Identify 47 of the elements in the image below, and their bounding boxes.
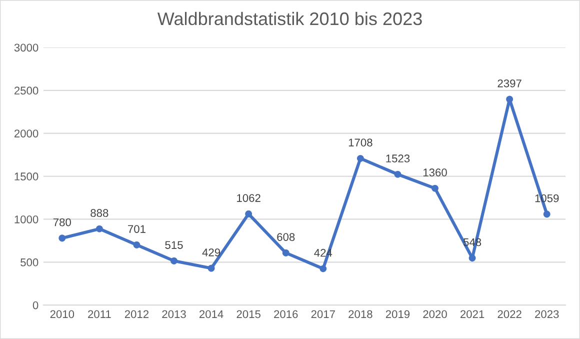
point xyxy=(394,170,402,178)
x-tick-label: 2015 xyxy=(236,310,260,318)
point xyxy=(432,184,438,192)
data-label: 2397 xyxy=(498,79,522,88)
data-label: 1523 xyxy=(386,154,410,162)
x-tick-label: 2013 xyxy=(162,310,186,318)
point xyxy=(506,96,514,103)
x-tick-label: 2019 xyxy=(386,310,410,318)
point xyxy=(170,257,178,264)
x-tick-label: 2023 xyxy=(535,310,559,318)
data-label: 515 xyxy=(165,241,183,249)
x-tick-label: 2011 xyxy=(88,310,111,318)
y-tick-label: 0 xyxy=(32,301,38,310)
data-label: 780 xyxy=(53,218,71,226)
y-tick-label: 1000 xyxy=(14,215,38,224)
x-tick-label: 2017 xyxy=(311,310,335,318)
data-label: 429 xyxy=(202,248,220,256)
point xyxy=(96,225,103,232)
x-tick-label: 2018 xyxy=(348,310,372,318)
point xyxy=(543,210,550,218)
data-label: 608 xyxy=(277,233,295,241)
point xyxy=(356,154,364,162)
point xyxy=(133,241,140,248)
data-label: 701 xyxy=(128,225,146,233)
y-tick-label: 500 xyxy=(20,258,38,266)
data-label: 1708 xyxy=(348,138,372,146)
data-label: 1062 xyxy=(237,194,260,202)
point xyxy=(245,210,252,218)
y-tick-label: 1500 xyxy=(14,172,38,180)
x-tick-label: 2010 xyxy=(50,310,74,318)
y-tick-label: 3000 xyxy=(14,44,38,52)
y-tick-label: 2500 xyxy=(14,86,38,95)
x-tick-label: 2012 xyxy=(124,310,149,318)
point xyxy=(208,264,215,272)
x-tick-label: 2016 xyxy=(274,310,298,318)
point xyxy=(320,265,327,272)
point xyxy=(468,254,476,262)
data-label: 888 xyxy=(90,209,108,217)
x-tick-label: 2014 xyxy=(199,310,224,318)
x-tick-label: 2022 xyxy=(498,310,522,318)
point xyxy=(58,234,66,242)
y-tick-label: 2000 xyxy=(14,130,38,138)
point xyxy=(282,249,290,256)
x-tick-label: 2021 xyxy=(460,310,484,318)
x-tick-label: 2020 xyxy=(423,310,447,318)
data-label: 1360 xyxy=(423,168,447,176)
chart-title: Waldbrandstatistik 2010 bis 2023 xyxy=(157,12,422,26)
